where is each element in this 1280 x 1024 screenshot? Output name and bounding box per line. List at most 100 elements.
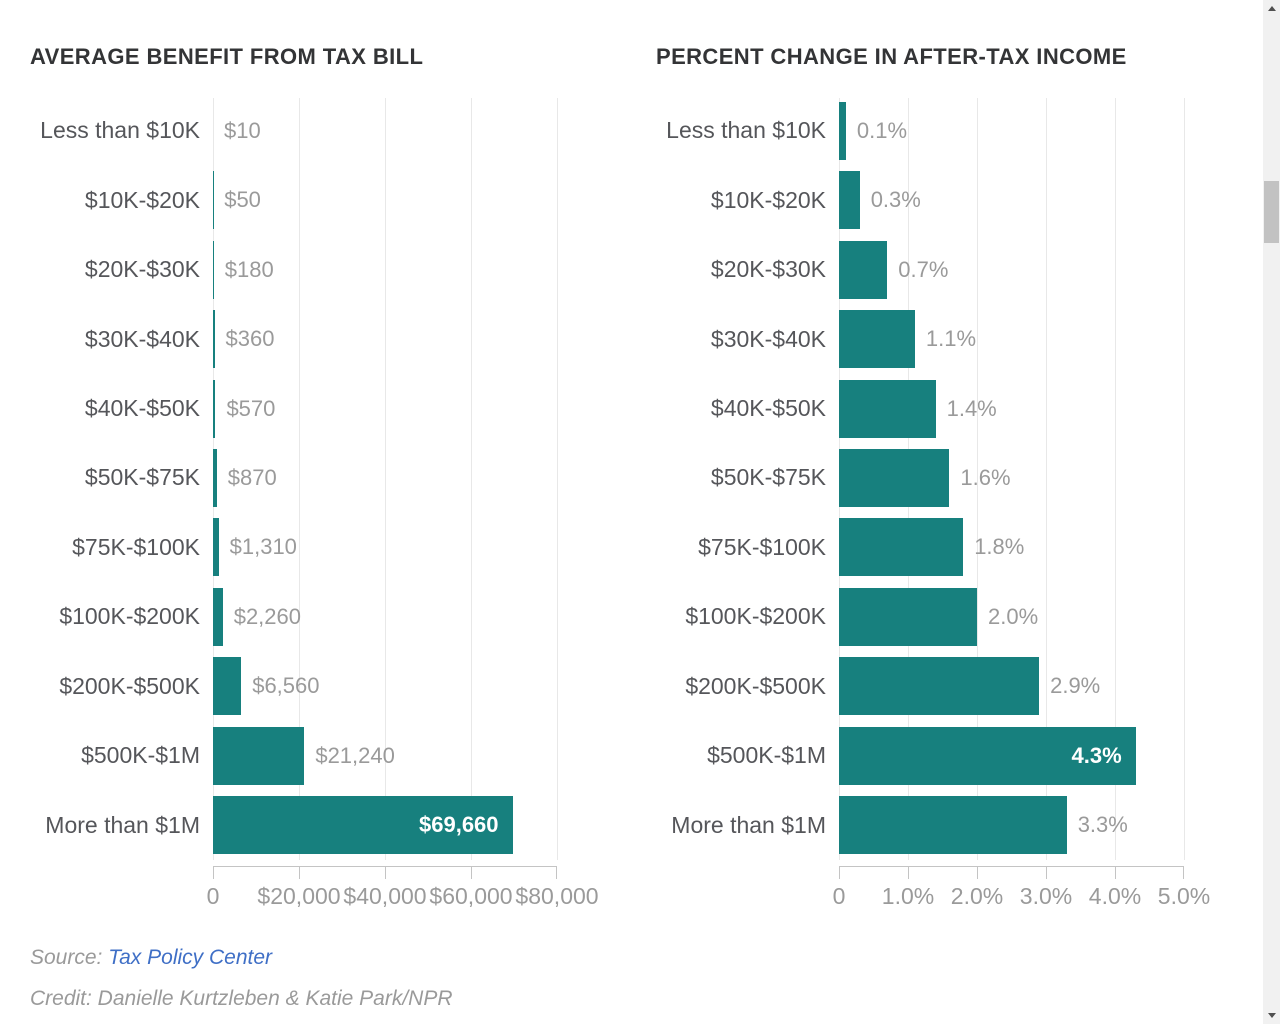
bar <box>839 171 860 230</box>
bar-zone: 0.3% <box>839 165 1184 234</box>
value-label: 1.6% <box>960 464 1011 490</box>
axis-tick <box>1115 866 1116 879</box>
category-label: More than $1M <box>45 811 200 838</box>
bar-zone: $570 <box>213 374 557 443</box>
bar-zone: $21,240 <box>213 721 557 790</box>
chart-row: $50K-$75K 1.6% <box>656 443 1184 512</box>
chart-row: Less than $10K $10 <box>30 96 557 165</box>
gridline <box>299 98 300 860</box>
bar <box>839 101 846 160</box>
category-label: $30K-$40K <box>84 325 200 352</box>
source-link[interactable]: Tax Policy Center <box>108 946 273 969</box>
value-label: $2,260 <box>233 603 301 629</box>
bar-zone: $50 <box>213 165 557 234</box>
bar <box>213 796 513 855</box>
scroll-down-arrow-icon <box>1267 1013 1276 1018</box>
chart-row: More than $1M 3.3% <box>656 791 1184 860</box>
bar-zone: 4.3% <box>839 721 1184 790</box>
scroll-down-button[interactable] <box>1263 1007 1280 1024</box>
chart-row: $10K-$20K 0.3% <box>656 165 1184 234</box>
chart-average-benefit: AVERAGE BENEFIT FROM TAX BILL Less than … <box>30 44 630 964</box>
axis-tick <box>1183 866 1184 879</box>
axis-tick <box>977 866 978 879</box>
category-label: $75K-$100K <box>698 533 826 560</box>
scrollbar-thumb[interactable] <box>1264 181 1279 243</box>
chart-percent-change: PERCENT CHANGE IN AFTER-TAX INCOME Less … <box>656 44 1256 964</box>
value-label: $10 <box>224 117 261 143</box>
category-label: $200K-$500K <box>59 672 200 699</box>
category-label: $100K-$200K <box>685 603 826 630</box>
bar-zone: $180 <box>213 235 557 304</box>
chart-row: $30K-$40K $360 <box>30 304 557 373</box>
axis-tick <box>471 866 472 879</box>
bar <box>213 518 219 577</box>
bar-zone: 1.6% <box>839 443 1184 512</box>
value-label: $21,240 <box>315 742 395 768</box>
source-line: Source: Tax Policy Center <box>30 946 272 970</box>
source-label: Source: <box>30 946 109 969</box>
axis-tick-label: 1.0% <box>881 883 935 909</box>
chart-row: $500K-$1M $21,240 <box>30 721 557 790</box>
bar <box>839 448 950 507</box>
bar-zone: $69,660 <box>213 791 557 860</box>
bar-zone: $360 <box>213 304 557 373</box>
chart-title: AVERAGE BENEFIT FROM TAX BILL <box>30 44 424 69</box>
gridline <box>557 98 558 860</box>
vertical-scrollbar[interactable] <box>1263 0 1280 1024</box>
category-label: $10K-$20K <box>710 186 826 213</box>
chart-row: $100K-$200K $2,260 <box>30 582 557 651</box>
value-label: 1.8% <box>974 534 1025 560</box>
axis-tick-label: 0 <box>832 883 846 909</box>
bar-zone: $6,560 <box>213 652 557 721</box>
category-label: $500K-$1M <box>707 742 826 769</box>
axis-tick-label: $20,000 <box>257 883 341 909</box>
axis-line <box>839 866 1184 867</box>
value-label: 0.7% <box>898 256 949 282</box>
scroll-up-button[interactable] <box>1263 0 1280 17</box>
axis-tick-label: 4.0% <box>1088 883 1142 909</box>
chart-title: PERCENT CHANGE IN AFTER-TAX INCOME <box>656 44 1127 69</box>
value-label: $180 <box>224 256 274 282</box>
gridline <box>1184 98 1185 860</box>
bar-zone: 2.9% <box>839 652 1184 721</box>
category-label: $10K-$20K <box>84 186 200 213</box>
category-label: $40K-$50K <box>84 395 200 422</box>
category-label: Less than $10K <box>666 117 826 144</box>
category-label: Less than $10K <box>40 117 200 144</box>
axis-tick-label: 2.0% <box>950 883 1004 909</box>
axis-tick <box>299 866 300 879</box>
chart-plot-area: Less than $10K 0.1% $10K-$20K 0.3% $20K-$30K… <box>656 96 1185 860</box>
axis-tick <box>1046 866 1047 879</box>
bar-zone: 0.7% <box>839 235 1184 304</box>
bar-zone: 1.8% <box>839 513 1184 582</box>
bar <box>839 587 977 646</box>
value-label: 2.0% <box>988 603 1039 629</box>
chart-plot-area: Less than $10K $10 $10K-$20K $50 $20K-$30K $1… <box>30 96 558 860</box>
value-label: $360 <box>225 326 275 352</box>
category-label: $500K-$1M <box>81 742 200 769</box>
category-label: $50K-$75K <box>84 464 200 491</box>
bar-zone: 2.0% <box>839 582 1184 651</box>
bar <box>213 657 242 716</box>
bar <box>839 240 888 299</box>
chart-row: $40K-$50K 1.4% <box>656 374 1184 443</box>
bar <box>213 587 223 646</box>
bar <box>839 726 1136 785</box>
chart-row: $40K-$50K $570 <box>30 374 557 443</box>
gridline <box>385 98 386 860</box>
axis-tick-label: 5.0% <box>1157 883 1211 909</box>
bar <box>213 310 215 369</box>
value-label: 4.3% <box>1071 742 1122 768</box>
chart-row: More than $1M $69,660 <box>30 791 557 860</box>
bar-zone: 1.1% <box>839 304 1184 373</box>
category-label: $30K-$40K <box>710 325 826 352</box>
bar-zone: 3.3% <box>839 791 1184 860</box>
bar-zone: $10 <box>213 96 557 165</box>
value-label: $870 <box>227 464 277 490</box>
chart-row: $75K-$100K $1,310 <box>30 513 557 582</box>
axis-tick <box>385 866 386 879</box>
value-label: 0.3% <box>870 187 921 213</box>
axis-tick <box>839 866 840 879</box>
value-label: 0.1% <box>856 117 908 143</box>
chart-row: $100K-$200K 2.0% <box>656 582 1184 651</box>
